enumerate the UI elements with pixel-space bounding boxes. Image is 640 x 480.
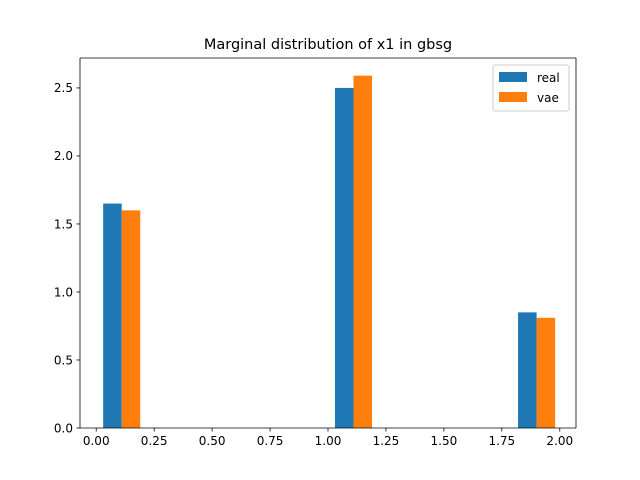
y-tick-label: 2.0	[54, 149, 73, 163]
x-tick-label: 1.50	[431, 434, 458, 448]
axes-layer: 0.00 0.25 0.50 0.75 1.00 1.25 1.50 1.75 2.00 0.0 0…	[54, 57, 577, 448]
x-tick-label: 1.00	[315, 434, 342, 448]
legend: real vae	[492, 64, 570, 112]
bar-vae-2	[536, 317, 556, 428]
bar-vae-0	[121, 210, 141, 428]
x-tick-label: 1.25	[373, 434, 400, 448]
bar-real-0	[103, 203, 122, 428]
bar-vae-1	[353, 75, 373, 428]
bars-layer	[103, 75, 556, 429]
legend-label-vae: vae	[537, 91, 559, 105]
x-tick-label: 0.75	[257, 434, 284, 448]
bar-real-2	[518, 312, 537, 428]
y-tick-label: 1.5	[54, 217, 73, 231]
chart-title: Marginal distribution of x1 in gbsg	[204, 37, 452, 53]
legend-swatch-real	[499, 72, 527, 82]
y-tick-label: 2.5	[54, 81, 73, 95]
y-tick-label: 1.0	[54, 285, 73, 299]
x-tick-label: 0.25	[141, 434, 168, 448]
legend-label-real: real	[537, 71, 560, 85]
legend-swatch-vae	[499, 92, 527, 102]
bar-real-1	[334, 87, 354, 429]
y-tick-label: 0.5	[54, 353, 73, 367]
x-tick-label: 0.00	[83, 434, 110, 448]
x-tick-label: 1.75	[488, 434, 515, 448]
x-tick-label: 0.50	[199, 434, 226, 448]
x-tick-label: 2.00	[546, 434, 573, 448]
y-tick-label: 0.0	[54, 421, 73, 435]
